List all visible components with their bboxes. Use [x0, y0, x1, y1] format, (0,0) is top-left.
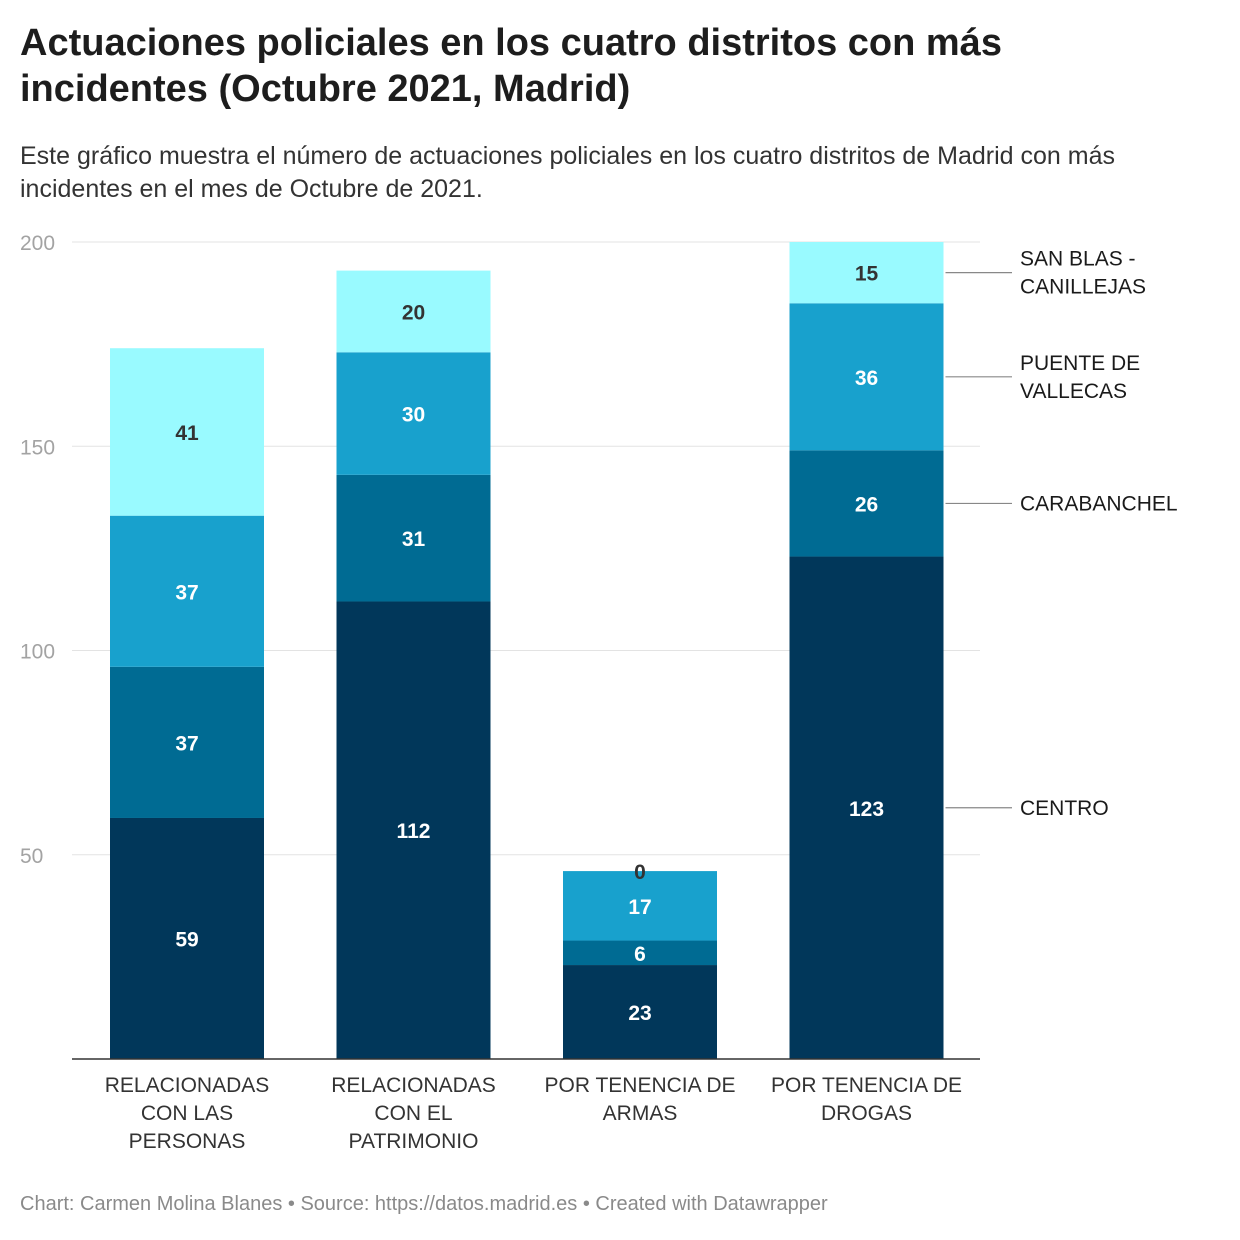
data-label: 37 — [175, 581, 198, 604]
x-category-label: POR TENENCIA DE DROGAS — [771, 1074, 962, 1125]
data-label: 41 — [175, 422, 199, 445]
x-category-label: RELACIONADAS CON EL PATRIMONIO — [331, 1074, 496, 1153]
data-label: 36 — [855, 367, 878, 390]
y-tick-label: 150 — [20, 436, 55, 459]
bar-segment — [789, 556, 944, 1059]
data-label: 30 — [402, 404, 425, 427]
bar-segment — [789, 242, 944, 304]
chart-subtitle: Este gráfico muestra el número de actuac… — [20, 142, 1115, 203]
bar-segment — [110, 817, 264, 1059]
bar-segment — [789, 450, 944, 557]
data-label: 20 — [402, 301, 425, 324]
legend-label: CENTRO — [1020, 797, 1109, 820]
data-label: 26 — [855, 493, 878, 516]
legend-label: PUENTE DE VALLECAS — [1020, 352, 1140, 403]
bar-segment — [563, 940, 717, 966]
bar-segment — [110, 348, 264, 516]
chart-credits: Chart: Carmen Molina Blanes • Source: ht… — [20, 1193, 828, 1215]
legend-label: SAN BLAS -CANILLEJAS — [1020, 248, 1146, 299]
data-label: 0 — [634, 861, 646, 884]
bars: 59 37 37 41 112 31 30 20 23 6 17 0 123 26 36 15 — [110, 242, 944, 1059]
data-label: 31 — [402, 528, 426, 551]
chart-title: Actuaciones policiales en los cuatro dis… — [20, 22, 1002, 110]
y-tick-label: 50 — [20, 845, 43, 868]
bar-segment — [336, 270, 491, 353]
data-label: 15 — [855, 263, 879, 286]
bar-segment — [563, 965, 717, 1059]
data-label: 37 — [175, 732, 198, 755]
bar-segment — [110, 515, 264, 667]
data-label: 23 — [628, 1002, 651, 1025]
bar-segment — [336, 474, 491, 602]
y-tick-label: 100 — [20, 641, 55, 664]
legend: CENTRO CARABANCHEL PUENTE DE VALLECAS SAN BL… — [945, 248, 1178, 820]
bar-segment — [336, 601, 491, 1059]
legend-label: CARABANCHEL — [1020, 492, 1178, 515]
data-label: 123 — [849, 798, 884, 821]
bar-segment — [563, 871, 717, 941]
data-label: 59 — [175, 928, 198, 951]
x-category-label: RELACIONADAS CON LAS PERSONAS — [105, 1074, 270, 1153]
bar-segment — [336, 352, 491, 475]
bar-segment — [789, 303, 944, 451]
data-label: 17 — [628, 896, 651, 919]
bar-segment — [110, 666, 264, 818]
data-label: 6 — [634, 943, 646, 966]
y-tick-label: 200 — [20, 232, 55, 255]
x-category-label: POR TENENCIA DE ARMAS — [545, 1074, 736, 1125]
data-label: 112 — [397, 820, 431, 843]
